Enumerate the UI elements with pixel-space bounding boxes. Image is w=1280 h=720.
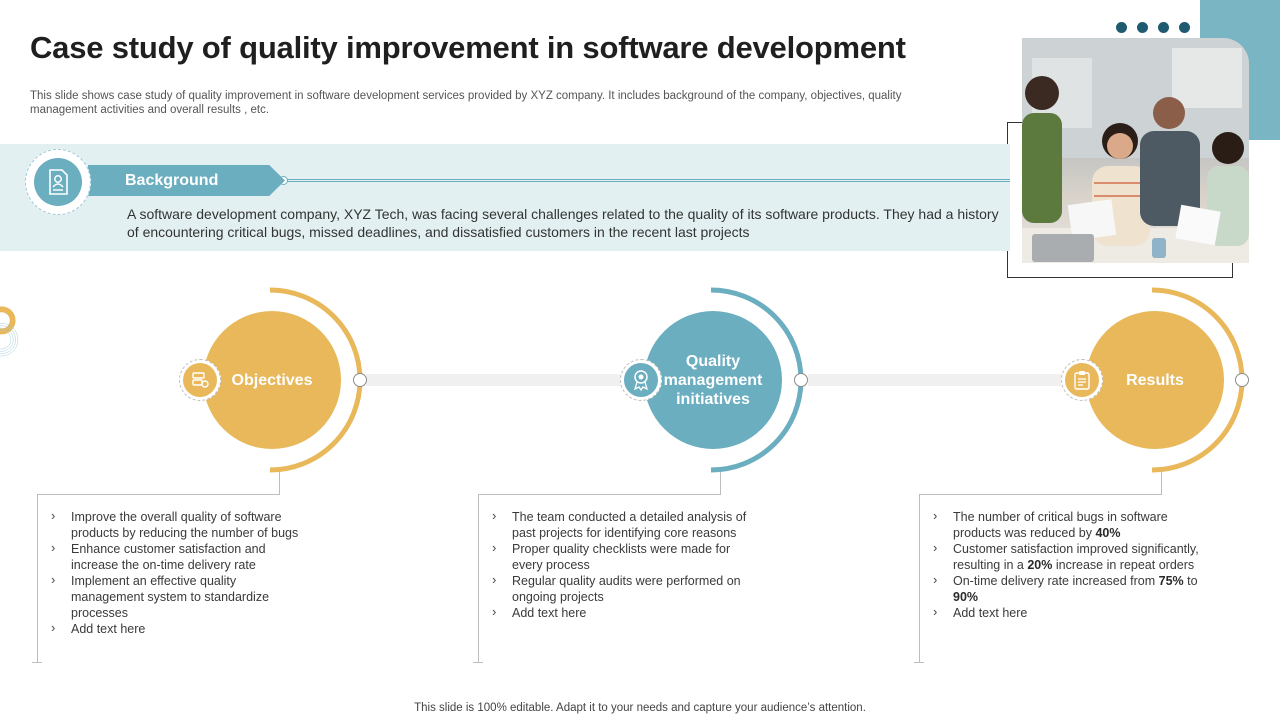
- results-bracket-foot: [914, 662, 924, 663]
- results-bracket: [919, 494, 1162, 662]
- background-divider-line: [283, 179, 1010, 182]
- objectives-bracket: [37, 494, 280, 662]
- list-item: On-time delivery rate increased from 75%…: [933, 572, 1218, 605]
- results-list: The number of critical bugs in software …: [933, 508, 1218, 621]
- quality-label: Quality management initiatives: [663, 352, 763, 408]
- results-label: Results: [1126, 371, 1184, 389]
- list-item: Implement an effective quality managemen…: [51, 572, 301, 621]
- decorative-dots: [1116, 22, 1190, 33]
- list-item: Add text here: [51, 620, 301, 637]
- connector-1: [366, 374, 624, 386]
- list-item: Enhance customer satisfaction and increa…: [51, 540, 301, 573]
- quality-bracket-tail: [720, 472, 721, 495]
- team-meeting-photo: [1022, 38, 1249, 263]
- clipboard-report-icon: [1065, 363, 1099, 397]
- objectives-bracket-tail: [279, 472, 280, 495]
- quality-node: [794, 373, 808, 387]
- quality-list: The team conducted a detailed analysis o…: [492, 508, 757, 621]
- background-band: [0, 144, 1010, 251]
- background-label-bar: [88, 165, 285, 196]
- results-circle: Results: [1086, 311, 1224, 449]
- background-label: Background: [125, 172, 219, 189]
- objectives-node: [353, 373, 367, 387]
- list-item: Improve the overall quality of software …: [51, 508, 301, 541]
- connector-2: [808, 374, 1064, 386]
- decorative-arc-left: [0, 306, 19, 357]
- list-item: Customer satisfaction improved significa…: [933, 540, 1218, 573]
- list-item: Proper quality checklists were made for …: [492, 540, 757, 573]
- objectives-label: Objectives: [231, 371, 313, 389]
- server-settings-icon: [183, 363, 217, 397]
- results-node: [1235, 373, 1249, 387]
- quality-bracket: [478, 494, 721, 662]
- slide-title: Case study of quality improvement in sof…: [30, 30, 906, 65]
- quality-bracket-foot: [473, 662, 483, 663]
- list-item: Add text here: [492, 604, 757, 621]
- award-badge-icon: [624, 363, 658, 397]
- footer-note: This slide is 100% editable. Adapt it to…: [414, 702, 866, 714]
- list-item: The team conducted a detailed analysis o…: [492, 508, 757, 541]
- results-bracket-tail: [1161, 472, 1162, 495]
- objectives-bracket-foot: [32, 662, 42, 663]
- objectives-list: Improve the overall quality of software …: [51, 508, 301, 637]
- background-text: A software development company, XYZ Tech…: [127, 206, 999, 240]
- quality-circle: Quality management initiatives: [644, 311, 782, 449]
- document-profile-icon: [34, 158, 82, 206]
- list-item: Regular quality audits were performed on…: [492, 572, 757, 605]
- list-item: The number of critical bugs in software …: [933, 508, 1218, 541]
- objectives-circle: Objectives: [203, 311, 341, 449]
- slide-subtitle: This slide shows case study of quality i…: [30, 90, 902, 116]
- list-item: Add text here: [933, 604, 1218, 621]
